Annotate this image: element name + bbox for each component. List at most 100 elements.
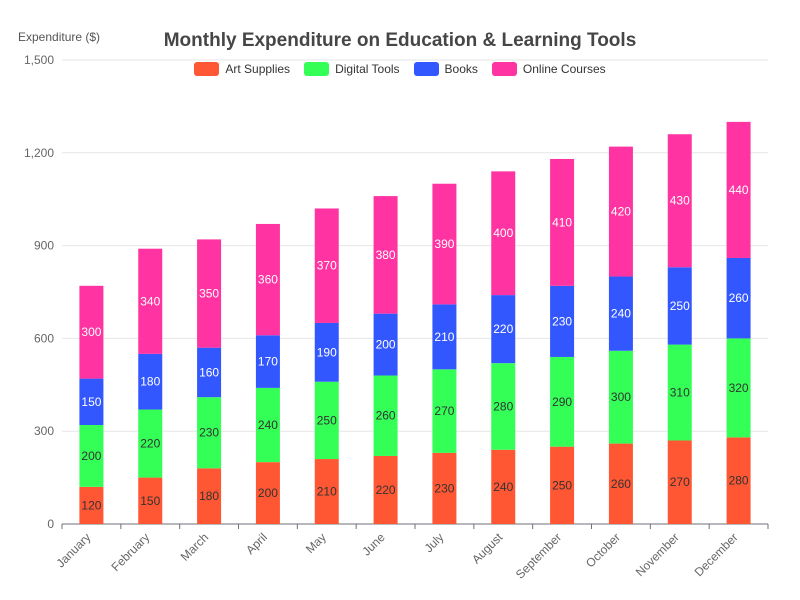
data-label: 180 (140, 375, 160, 389)
y-axis-label: Expenditure ($) (18, 30, 101, 44)
data-label: 190 (317, 345, 337, 359)
bar-segment (608, 350, 633, 444)
x-tick-label: December (692, 530, 741, 579)
data-label: 280 (729, 474, 749, 488)
x-tick-label: February (109, 530, 153, 574)
y-tick-label: 0 (47, 517, 54, 531)
bar-segment (255, 462, 280, 524)
bar-segment (79, 486, 104, 524)
data-label: 250 (552, 478, 572, 492)
legend: Art Supplies Digital Tools Books Online Cou… (0, 62, 800, 76)
legend-item[interactable]: Art Supplies (194, 62, 290, 76)
data-label: 410 (552, 215, 572, 229)
bar-segment (726, 121, 751, 258)
bar-segment (255, 387, 280, 463)
bar-segment (255, 223, 280, 336)
bar-segment (373, 375, 398, 456)
bar-segment (432, 304, 457, 370)
data-label: 240 (611, 307, 631, 321)
data-label: 440 (729, 183, 749, 197)
y-tick-label: 600 (34, 331, 54, 345)
data-label: 200 (81, 449, 101, 463)
data-label: 400 (493, 226, 513, 240)
bar-segment (138, 477, 163, 524)
data-label: 210 (317, 485, 337, 499)
data-label: 260 (376, 409, 396, 423)
x-tick-label: September (513, 530, 564, 581)
legend-label: Digital Tools (335, 62, 400, 76)
legend-label: Books (444, 62, 478, 76)
bar-segment (79, 285, 104, 379)
data-label: 340 (140, 294, 160, 308)
legend-item[interactable]: Digital Tools (304, 62, 400, 76)
data-label: 260 (611, 477, 631, 491)
data-label: 230 (434, 481, 454, 495)
bar-segment (138, 248, 163, 354)
bar-segment (314, 322, 339, 382)
x-tick-label: October (583, 530, 623, 570)
bar-segment (667, 267, 692, 345)
bar-segment (432, 183, 457, 305)
data-label: 120 (81, 498, 101, 512)
data-label: 270 (670, 475, 690, 489)
bar-segment (314, 208, 339, 323)
data-label: 380 (376, 248, 396, 262)
data-label: 230 (199, 426, 219, 440)
bar-segment (667, 344, 692, 441)
bar-segment (373, 313, 398, 376)
data-label: 230 (552, 314, 572, 328)
bar-segment (491, 449, 516, 524)
legend-item[interactable]: Books (413, 62, 478, 76)
data-label: 370 (317, 259, 337, 273)
data-label: 260 (729, 291, 749, 305)
x-tick-label: July (422, 530, 447, 555)
data-label: 420 (611, 205, 631, 219)
x-tick-label: January (53, 530, 93, 570)
bar-segment (726, 437, 751, 524)
legend-swatch (491, 62, 517, 76)
bar-segment (608, 276, 633, 351)
bar-segment (373, 455, 398, 524)
data-label: 430 (670, 194, 690, 208)
y-tick-label: 1,500 (24, 53, 54, 67)
bar-segment (197, 397, 222, 469)
bar-segment (79, 378, 104, 426)
bar-segment (491, 363, 516, 450)
data-label: 200 (258, 486, 278, 500)
bar-segment (79, 425, 104, 487)
data-label: 280 (493, 399, 513, 413)
legend-swatch (413, 62, 439, 76)
data-label: 310 (670, 386, 690, 400)
bar-segment (491, 171, 516, 296)
x-tick-label: April (243, 530, 270, 557)
data-label: 220 (376, 483, 396, 497)
bar-segment (432, 369, 457, 453)
legend-swatch (304, 62, 330, 76)
data-label: 180 (199, 489, 219, 503)
bar-segment (491, 295, 516, 364)
bar-segment (197, 347, 222, 398)
data-label: 300 (611, 390, 631, 404)
x-tick-label: November (633, 530, 682, 579)
legend-item[interactable]: Online Courses (491, 62, 606, 76)
data-label: 390 (434, 237, 454, 251)
legend-label: Online Courses (522, 62, 606, 76)
x-tick-label: June (359, 530, 388, 559)
bar-segment (550, 158, 575, 286)
bar-segment (726, 338, 751, 438)
y-tick-label: 300 (34, 424, 54, 438)
bar-segment (550, 285, 575, 357)
x-tick-label: August (469, 530, 506, 567)
data-label: 160 (199, 365, 219, 379)
bar-segment (314, 381, 339, 460)
data-label: 320 (729, 381, 749, 395)
bar-segment (432, 452, 457, 524)
bar-segment (550, 446, 575, 524)
bar-segment (667, 440, 692, 524)
data-label: 240 (493, 480, 513, 494)
x-tick-label: May (303, 530, 329, 556)
data-label: 290 (552, 395, 572, 409)
data-label: 150 (81, 395, 101, 409)
x-tick-label: March (178, 530, 211, 563)
